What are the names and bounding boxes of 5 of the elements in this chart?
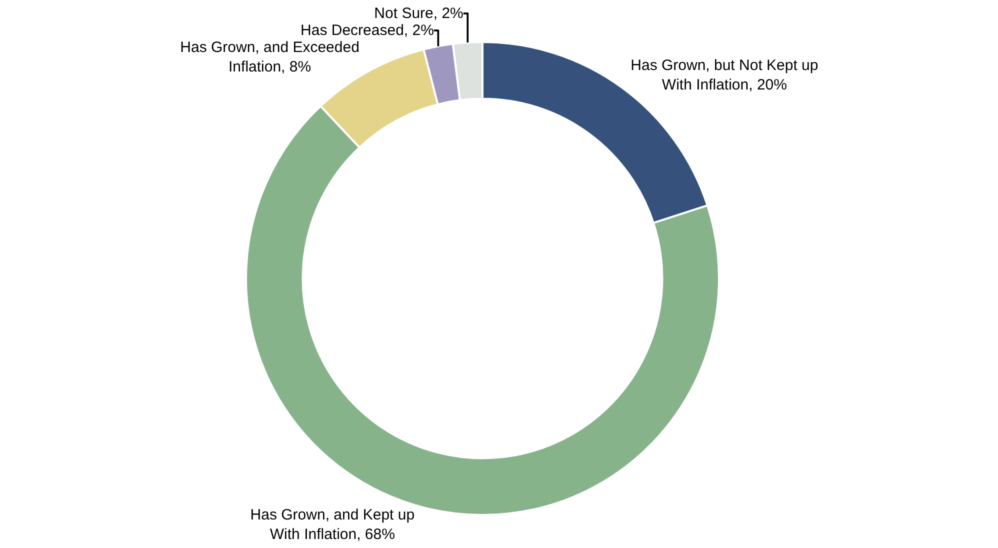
slice-label: Has Grown, but Not Kept up With Inflation, 20% xyxy=(630,56,818,94)
slice-label: Has Grown, and Kept up With Inflation, 68% xyxy=(250,506,415,543)
slice-label: Not Sure, 2% xyxy=(374,4,464,22)
slice-label: Has Grown, and Exceeded Inflation, 8% xyxy=(180,38,360,76)
slice-label: Has Decreased, 2% xyxy=(300,22,434,39)
